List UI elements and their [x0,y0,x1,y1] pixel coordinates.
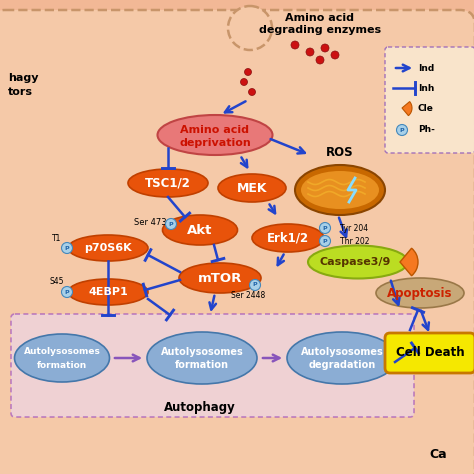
Ellipse shape [68,279,148,305]
Ellipse shape [218,174,286,202]
Circle shape [306,48,314,56]
Circle shape [291,41,299,49]
Text: mTOR: mTOR [198,272,242,284]
Text: deprivation: deprivation [179,138,251,148]
Text: Apoptosis: Apoptosis [387,286,453,300]
Text: Autophagy: Autophagy [164,401,236,414]
Text: P: P [323,226,328,230]
Text: ROS: ROS [326,146,354,159]
Text: degrading enzymes: degrading enzymes [259,25,381,35]
Text: P: P [400,128,404,133]
Text: Ph-: Ph- [418,126,435,135]
Text: T1: T1 [52,234,62,243]
Circle shape [321,44,329,52]
Circle shape [319,236,330,246]
Ellipse shape [301,171,379,209]
Circle shape [331,51,339,59]
FancyBboxPatch shape [0,10,474,474]
Text: P: P [253,283,257,288]
Text: Tyr 204: Tyr 204 [340,224,368,233]
Text: Erk1/2: Erk1/2 [267,231,309,245]
Ellipse shape [128,169,208,197]
Text: TSC1/2: TSC1/2 [145,176,191,190]
Circle shape [396,125,408,136]
Text: Caspase3/9: Caspase3/9 [319,257,391,267]
Text: formation: formation [175,360,229,370]
Text: Thr 202: Thr 202 [340,237,370,246]
Text: degradation: degradation [309,360,375,370]
Text: Amino acid: Amino acid [181,125,249,135]
Circle shape [228,6,272,50]
Ellipse shape [163,215,237,245]
Text: Autolysosomes: Autolysosomes [301,347,383,357]
Ellipse shape [179,263,261,293]
Circle shape [165,219,176,229]
Ellipse shape [15,334,109,382]
Ellipse shape [295,165,385,215]
Text: 4EBP1: 4EBP1 [88,287,128,297]
FancyBboxPatch shape [385,333,474,373]
Text: MEK: MEK [237,182,267,194]
Text: P: P [323,238,328,244]
Text: Cle: Cle [418,103,434,112]
Circle shape [62,286,73,298]
Text: Inh: Inh [418,83,434,92]
Text: tors: tors [8,87,33,97]
Ellipse shape [308,246,408,279]
FancyBboxPatch shape [385,47,474,153]
Text: p70S6K: p70S6K [84,243,132,253]
Circle shape [248,89,255,95]
Text: Autolysosomes: Autolysosomes [24,347,100,356]
Text: Ind: Ind [418,64,434,73]
FancyBboxPatch shape [11,314,414,417]
Text: Ser 2448: Ser 2448 [231,291,265,300]
Text: S45: S45 [50,277,64,286]
Wedge shape [402,101,412,116]
Ellipse shape [376,278,464,308]
Text: Akt: Akt [187,224,213,237]
Text: P: P [64,290,69,294]
Wedge shape [400,248,418,276]
Text: hagy: hagy [8,73,38,83]
Text: P: P [169,221,173,227]
Text: Ca: Ca [429,448,447,462]
Circle shape [316,56,324,64]
Text: P: P [64,246,69,250]
Text: Ser 473: Ser 473 [134,218,166,227]
Circle shape [245,69,252,75]
Ellipse shape [157,115,273,155]
Text: Amino acid: Amino acid [285,13,355,23]
Text: formation: formation [37,361,87,370]
Text: Cell Death: Cell Death [396,346,465,359]
Circle shape [319,222,330,234]
Ellipse shape [68,235,148,261]
Text: Autolysosomes: Autolysosomes [161,347,243,357]
Circle shape [249,280,261,291]
Ellipse shape [287,332,397,384]
Circle shape [240,79,247,85]
Ellipse shape [252,224,324,252]
Circle shape [62,243,73,254]
Ellipse shape [147,332,257,384]
